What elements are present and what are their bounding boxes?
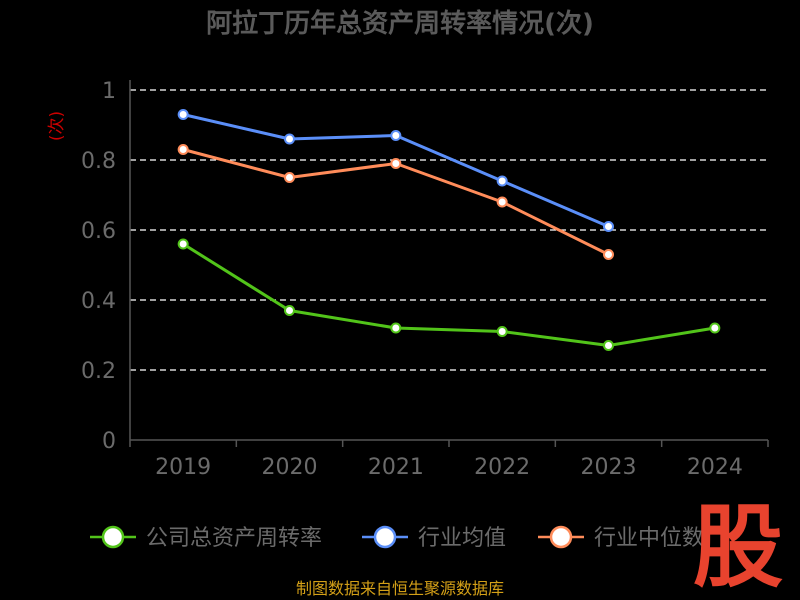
data-point (284, 172, 295, 183)
x-tick-label: 2020 (262, 455, 318, 480)
data-point (390, 130, 402, 141)
y-tick-label: 0.2 (81, 359, 116, 384)
legend: 公司总资产周转率 行业均值 行业中位数 (90, 525, 704, 551)
data-point (390, 322, 402, 334)
series-1 (177, 109, 614, 232)
source-note: 制图数据来自恒生聚源数据库 (296, 579, 504, 598)
series-line (182, 242, 716, 347)
legend-marker (549, 525, 573, 549)
series-2 (177, 144, 614, 260)
legend-marker (101, 525, 125, 549)
x-tick-label: 2021 (368, 455, 424, 480)
y-axis-unit: (次) (47, 111, 67, 141)
y-tick-label: 0 (102, 429, 116, 454)
legend-label: 行业均值 (418, 526, 506, 551)
data-point (177, 109, 189, 120)
watermark-glyph: 股 (693, 495, 783, 600)
x-tick-label: 2019 (155, 455, 211, 480)
x-tick-label: 2024 (687, 455, 743, 480)
data-point (496, 196, 508, 208)
data-point (177, 238, 189, 250)
data-point (284, 305, 295, 316)
series-0 (177, 238, 721, 351)
legend-label: 公司总资产周转率 (146, 526, 322, 551)
legend-item-0: 公司总资产周转率 (90, 525, 322, 551)
data-point (603, 221, 614, 232)
axes: 0 0.2 0.4 0.6 0.8 1 2019 2020 2021 2022 2023 2024 (81, 79, 769, 480)
legend-item-2: 行业中位数 (538, 525, 704, 551)
data-point (284, 133, 295, 145)
watermark-logo: 股 (693, 495, 783, 600)
legend-item-1: 行业均值 (362, 525, 506, 551)
data-point (496, 175, 508, 187)
y-tick-label: 1 (102, 79, 116, 104)
data-point (496, 326, 508, 337)
data-point (603, 249, 614, 260)
data-point (603, 340, 614, 351)
x-tick-label: 2022 (474, 455, 530, 480)
legend-marker (373, 525, 397, 549)
series-layer (177, 109, 721, 351)
y-tick-label: 0.6 (81, 219, 116, 244)
grid (130, 89, 768, 371)
data-point (390, 158, 402, 169)
legend-label: 行业中位数 (594, 526, 704, 551)
chart-title: 阿拉丁历年总资产周转率情况(次) (206, 8, 594, 39)
data-point (709, 322, 721, 334)
x-tick-label: 2023 (581, 455, 637, 480)
data-point (177, 144, 189, 155)
y-tick-label: 0.4 (81, 289, 116, 314)
y-tick-label: 0.8 (81, 149, 116, 174)
